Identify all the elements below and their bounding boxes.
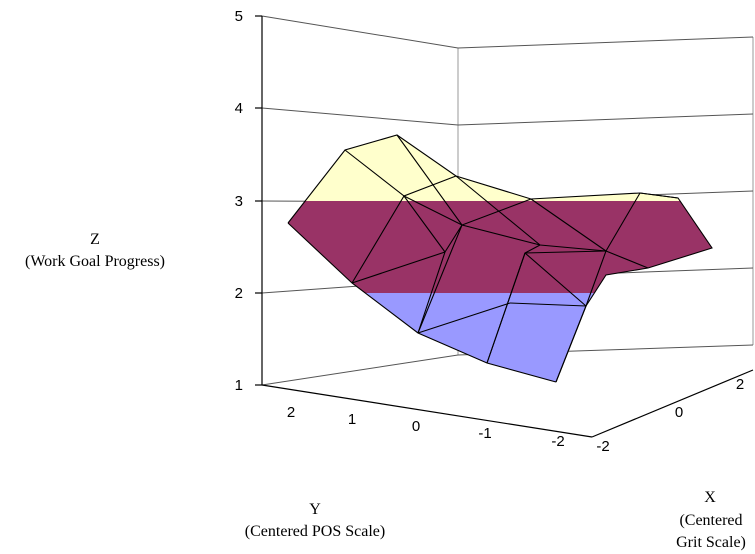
y-tick-label: 1	[348, 411, 356, 428]
z-tick-label: 1	[235, 377, 243, 394]
x-tick-label: 2	[736, 376, 744, 393]
y-axis-subtitle: (Centered POS Scale)	[245, 523, 385, 540]
gridline-z4-right	[457, 113, 754, 126]
floor-back-left	[261, 354, 459, 386]
z-axis-title: Z	[90, 231, 100, 248]
y-axis-title: Y	[309, 501, 321, 518]
z-tick-label: 3	[235, 193, 243, 210]
z-tick-label: 4	[235, 100, 243, 117]
x-tick-label: -2	[596, 438, 609, 455]
gridline-z4-left	[261, 107, 459, 126]
gridline-z5-left	[261, 15, 459, 49]
y-tick-label: 0	[412, 418, 420, 435]
surface-mesh-lines	[287, 134, 713, 383]
y-tick-label: -2	[551, 433, 564, 450]
z-tick-label: 5	[235, 8, 243, 25]
mesh-line	[417, 302, 511, 334]
mesh-line	[486, 192, 641, 364]
z-tick-label: 2	[235, 285, 243, 302]
mesh-line	[605, 250, 649, 269]
x-tick-label: 0	[675, 404, 683, 421]
floor-front-y-edge	[261, 384, 593, 438]
mesh-line	[403, 195, 607, 252]
gridline-z5-right	[457, 36, 754, 49]
floor-front-x-edge	[591, 369, 754, 438]
surface-band-2-3	[288, 201, 712, 293]
y-tick-label: 2	[287, 404, 295, 421]
mesh-line	[351, 251, 446, 284]
mesh-line	[509, 302, 587, 307]
z-axis-ticks	[255, 15, 262, 386]
response-surface	[288, 135, 712, 382]
mesh-line	[287, 134, 713, 383]
mesh-line	[344, 149, 446, 334]
y-tick-label: -1	[478, 425, 491, 442]
x-axis-title: X	[704, 489, 716, 506]
x-axis-subtitle-2: Grit Scale)	[676, 534, 746, 551]
z-axis-subtitle: (Work Goal Progress)	[25, 253, 165, 270]
x-axis-subtitle: (Centered	[679, 512, 742, 529]
surface-band-1-2	[365, 293, 595, 382]
surface-band-3-4	[305, 135, 681, 201]
